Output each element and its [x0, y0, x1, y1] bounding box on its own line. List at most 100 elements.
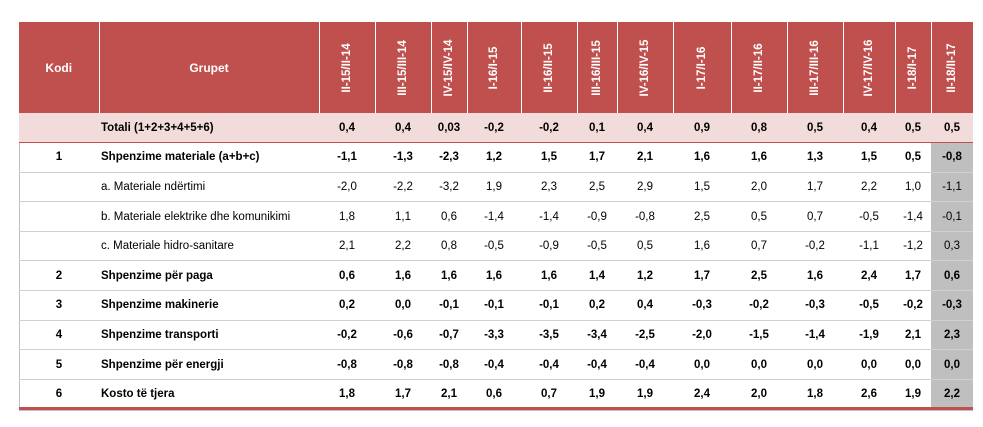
- row-value: 1,8: [319, 379, 375, 411]
- table-body: Totali (1+2+3+4+5+6) 0,4 0,4 0,03 -0,2 -0,2 0,…: [19, 113, 973, 411]
- row-value: 2,1: [895, 320, 931, 351]
- row-value: 0,0: [787, 349, 843, 380]
- row-value: -0,5: [843, 201, 895, 232]
- table-row: 6 Kosto të tjera 1,8 1,7 2,1 0,6 0,7 1,9 1,9 2,4 2…: [19, 379, 973, 411]
- row-value: 1,0: [895, 172, 931, 203]
- row-value: 0,2: [577, 290, 617, 321]
- row-value: 0,0: [895, 349, 931, 380]
- row-value: -1,5: [731, 320, 787, 351]
- row-value: 2,6: [843, 379, 895, 411]
- row-value: -0,2: [895, 290, 931, 321]
- table-row: 5 Shpenzime për energji -0,8 -0,8 -0,8 -0,4 -0…: [19, 349, 973, 380]
- row-value: 0,6: [467, 379, 521, 411]
- row-value: 0,5: [895, 142, 931, 173]
- row-group-label: Shpenzime transporti: [99, 320, 319, 351]
- row-value: 1,9: [467, 172, 521, 203]
- row-value: -0,9: [521, 231, 577, 262]
- table-row: c. Materiale hidro-sanitare 2,1 2,2 0,8 -0,5…: [19, 231, 973, 262]
- row-value: 1,8: [787, 379, 843, 411]
- row-group-label: Shpenzime makinerie: [99, 290, 319, 321]
- row-value: 2,0: [731, 379, 787, 411]
- row-value: -0,4: [467, 349, 521, 380]
- row-value: 0,4: [617, 290, 673, 321]
- row-value: 0,5: [787, 113, 843, 144]
- row-value: 0,4: [843, 113, 895, 144]
- row-value: 0,3: [931, 231, 973, 262]
- row-kodi: [19, 172, 99, 203]
- row-value: -0,8: [931, 142, 973, 173]
- row-value: 0,7: [787, 201, 843, 232]
- row-kodi: 3: [19, 290, 99, 321]
- row-value: 1,5: [843, 142, 895, 173]
- row-value: 1,8: [319, 201, 375, 232]
- row-value: 1,6: [673, 142, 731, 173]
- row-value: 1,4: [577, 260, 617, 292]
- row-value: 2,3: [521, 172, 577, 203]
- row-value: 1,7: [375, 379, 431, 411]
- row-value: -0,1: [431, 290, 467, 321]
- row-value: -3,4: [577, 320, 617, 351]
- row-value: 0,6: [931, 260, 973, 292]
- row-value: 0,8: [431, 231, 467, 262]
- row-value: -0,3: [931, 290, 973, 321]
- row-value: -1,1: [319, 142, 375, 173]
- header-period: II-15/II-14: [319, 22, 376, 113]
- header-period-label: IV-15/IV-14: [443, 39, 455, 96]
- row-value: -0,2: [467, 113, 521, 144]
- row-value: 0,7: [731, 231, 787, 262]
- row-value: 1,6: [787, 260, 843, 292]
- row-value: -0,1: [467, 290, 521, 321]
- row-kodi: [19, 201, 99, 232]
- row-value: 1,2: [467, 142, 521, 173]
- row-value: -0,4: [617, 349, 673, 380]
- row-value: -0,1: [521, 290, 577, 321]
- row-value: -2,0: [673, 320, 731, 351]
- row-value: 0,0: [375, 290, 431, 321]
- row-kodi: 2: [19, 260, 99, 292]
- row-value: -1,1: [931, 172, 973, 203]
- row-value: -2,2: [375, 172, 431, 203]
- row-value: 2,5: [731, 260, 787, 292]
- row-value: 0,5: [731, 201, 787, 232]
- row-value: -0,6: [375, 320, 431, 351]
- row-value: 1,6: [467, 260, 521, 292]
- row-value: 1,7: [673, 260, 731, 292]
- row-value: 0,4: [617, 113, 673, 144]
- row-value: 1,2: [617, 260, 673, 292]
- row-value: -0,1: [931, 201, 973, 232]
- row-value: 0,0: [673, 349, 731, 380]
- header-period-label: I-18/I-17: [907, 46, 919, 89]
- row-value: -0,8: [319, 349, 375, 380]
- row-value: -0,3: [673, 290, 731, 321]
- row-value: 0,6: [431, 201, 467, 232]
- row-value: 1,6: [673, 231, 731, 262]
- row-value: 1,5: [673, 172, 731, 203]
- header-period-label: II-18/II-17: [946, 42, 959, 93]
- row-kodi: [19, 113, 99, 144]
- row-group-label: Shpenzime materiale (a+b+c): [99, 142, 319, 173]
- row-value: -0,4: [521, 349, 577, 380]
- row-kodi: 5: [19, 349, 99, 380]
- header-period-label: IV-17/IV-16: [863, 39, 875, 96]
- table-row: 2 Shpenzime për paga 0,6 1,6 1,6 1,6 1,6 1,4 1,2…: [19, 260, 973, 292]
- row-value: -3,2: [431, 172, 467, 203]
- row-group-label: c. Materiale hidro-sanitare: [99, 231, 319, 262]
- table-row: b. Materiale elektrike dhe komunikimi 1,8…: [19, 201, 973, 232]
- row-value: -1,4: [895, 201, 931, 232]
- row-value: 0,7: [521, 379, 577, 411]
- row-value: -1,4: [467, 201, 521, 232]
- row-group-label: Shpenzime për paga: [99, 260, 319, 292]
- row-value: -0,2: [731, 290, 787, 321]
- header-period-label: IV-16/IV-15: [639, 39, 651, 96]
- row-value: 0,2: [319, 290, 375, 321]
- header-period: I-17/I-16: [673, 22, 732, 113]
- row-value: 0,6: [319, 260, 375, 292]
- row-value: 0,4: [375, 113, 431, 144]
- header-period: IV-16/IV-15: [617, 22, 674, 113]
- row-value: -0,8: [617, 201, 673, 232]
- row-value: -0,5: [467, 231, 521, 262]
- row-value: -2,5: [617, 320, 673, 351]
- row-kodi: 6: [19, 379, 99, 411]
- row-group-label: Shpenzime për energji: [99, 349, 319, 380]
- header-period-label: II-16/II-15: [543, 42, 555, 93]
